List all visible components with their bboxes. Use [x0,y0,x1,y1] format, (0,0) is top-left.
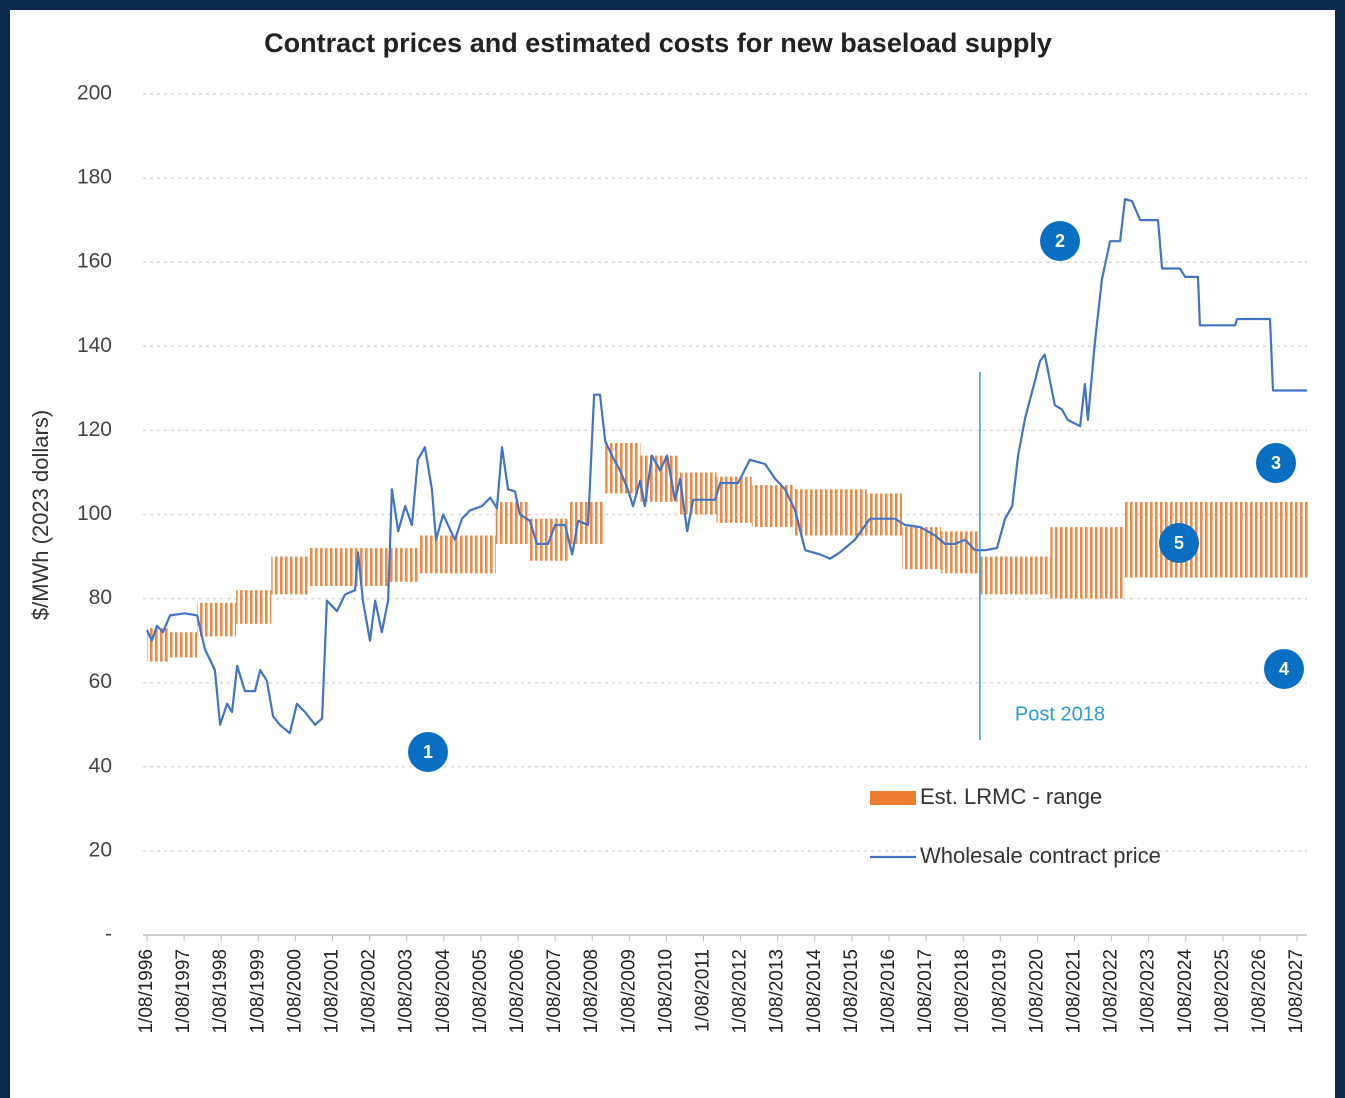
x-tick-label: 1/08/2018 [952,949,973,1034]
range-bar [1122,501,1309,578]
y-tick-label: 40 [89,754,112,777]
y-tick-label: 140 [77,334,112,357]
x-tick-label: 1/08/2023 [1138,949,1159,1034]
y-tick-label: 20 [89,838,112,861]
range-bar [147,628,170,662]
x-tick-label: 1/08/2026 [1249,949,1270,1034]
range-bar [901,527,941,570]
x-tick-label: 1/08/2005 [470,949,491,1034]
y-tick-label: 200 [77,82,112,105]
x-tick-label: 1/08/2012 [730,949,751,1034]
x-tick-label: 1/08/1997 [173,949,194,1034]
range-bar [1050,527,1123,599]
x-tick-label: 1/08/2022 [1101,949,1122,1034]
price-line [145,198,1308,735]
number-marker-label: 2 [1055,231,1065,251]
range-bar [169,632,198,658]
range-bar [419,535,496,574]
number-marker-label: 1 [423,742,433,762]
y-tick-label: 100 [77,502,112,525]
number-marker [1256,443,1296,483]
range-bar [197,602,237,637]
legend-label: Wholesale contract price [920,843,1161,868]
number-marker-label: 4 [1279,659,1289,679]
y-tick-label: - [105,923,112,946]
number-marker-label: 3 [1271,453,1281,473]
range-bar [829,489,867,536]
range-bar [679,472,717,515]
range-bar [388,548,420,582]
legend-swatch [870,791,916,805]
range-bar [308,548,346,586]
x-tick-label: 1/08/2016 [878,949,899,1034]
x-tick-label: 1/08/2006 [507,949,528,1034]
x-tick-label: 1/08/2000 [284,949,305,1034]
y-tick-label: 120 [77,418,112,441]
range-bar [792,489,830,536]
x-tick-label: 1/08/2014 [804,949,825,1034]
x-tick-label: 1/08/2027 [1286,949,1307,1034]
range-bar [495,501,530,544]
legend-label: Est. LRMC - range [920,784,1102,809]
x-tick-label: 1/08/2003 [396,949,417,1034]
y-tick-label: 160 [77,250,112,273]
range-bar [345,548,389,586]
x-tick-label: 1/08/1999 [247,949,268,1034]
number-marker [1159,523,1199,563]
x-tick-label: 1/08/2021 [1064,949,1085,1034]
number-marker [1264,649,1304,689]
range-bar [271,556,309,595]
number-marker [1040,221,1080,261]
x-tick-label: 1/08/2004 [433,949,454,1034]
x-tick-label: 1/08/2001 [322,949,343,1034]
x-tick-label: 1/08/2010 [655,949,676,1034]
x-tick-label: 1/08/2025 [1212,949,1233,1034]
x-tick-label: 1/08/2017 [915,949,936,1034]
y-tick-label: 180 [77,166,112,189]
number-marker-label: 5 [1174,533,1184,553]
number-marker [408,732,448,772]
x-tick-label: 1/08/2015 [841,949,862,1034]
x-tick-label: 1/08/2019 [989,949,1010,1034]
range-bar [940,531,979,574]
x-tick-label: 1/08/2020 [1026,949,1047,1034]
y-axis-label: $/MWh (2023 dollars) [28,410,53,620]
x-tick-label: 1/08/1996 [136,949,157,1034]
x-tick-label: 1/08/2013 [767,949,788,1034]
chart-title: Contract prices and estimated costs for … [264,28,1052,58]
range-bar [716,476,752,523]
range-bar [978,556,1051,595]
y-tick-label: 80 [89,586,112,609]
x-tick-label: 1/08/2007 [544,949,565,1034]
range-bar [568,501,606,544]
x-tick-label: 1/08/2002 [359,949,380,1034]
y-tick-label: 60 [89,670,112,693]
range-bar [866,493,902,536]
x-tick-label: 1/08/2024 [1175,949,1196,1034]
range-bar [236,590,272,624]
post-2018-label: Post 2018 [1015,703,1105,725]
x-tick-label: 1/08/2009 [618,949,639,1034]
x-tick-label: 1/08/1998 [210,949,231,1034]
x-tick-label: 1/08/2011 [693,949,714,1032]
x-tick-label: 1/08/2008 [581,949,602,1034]
